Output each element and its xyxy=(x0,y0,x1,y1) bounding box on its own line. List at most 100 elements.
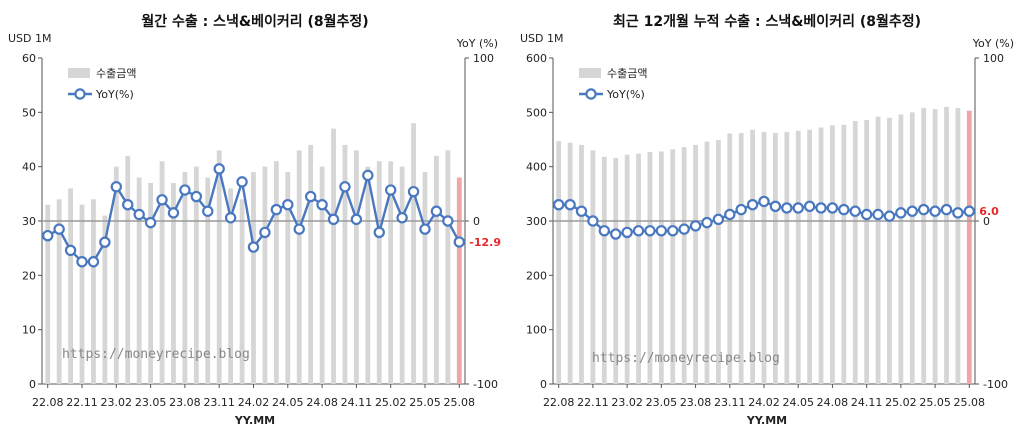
yoy-point-monthly xyxy=(224,212,237,224)
right-tick-label-monthly: 0 xyxy=(473,215,480,228)
x-tick-label-monthly: 23.08 xyxy=(169,396,201,409)
yoy-point-cumulative xyxy=(701,216,713,229)
bar-monthly xyxy=(251,172,256,384)
yoy-point-monthly xyxy=(453,236,465,248)
legend-line-label-cumulative: YoY(%) xyxy=(606,88,645,101)
bar-cumulative xyxy=(636,153,641,384)
bar-cumulative xyxy=(681,147,687,384)
x-tick-label-cumulative: 22.08 xyxy=(543,396,575,409)
left-tick-label-cumulative: 0 xyxy=(540,378,547,391)
yoy-point-monthly xyxy=(442,215,454,227)
bar-monthly xyxy=(445,150,451,384)
x-tick-label-cumulative: 25.02 xyxy=(885,396,917,409)
bar-monthly xyxy=(182,172,188,384)
bar-cumulative xyxy=(807,129,813,384)
bar-cumulative xyxy=(624,154,630,384)
yoy-point-cumulative xyxy=(849,205,861,217)
bar-monthly xyxy=(136,177,142,384)
x-tick-label-cumulative: 24.11 xyxy=(851,396,883,409)
bar-monthly xyxy=(273,161,279,384)
bar-cumulative xyxy=(830,125,835,384)
bar-cumulative xyxy=(556,141,562,384)
x-tick-label-cumulative: 24.02 xyxy=(748,396,780,409)
left-tick-label-monthly: 50 xyxy=(22,106,36,119)
yoy-point-monthly xyxy=(293,223,305,235)
yoy-point-cumulative xyxy=(610,228,622,240)
yoy-point-cumulative xyxy=(940,203,953,216)
x-axis-label-monthly: YY.MM xyxy=(234,414,275,427)
yoy-point-cumulative xyxy=(929,205,941,217)
legend-bar-label-monthly: 수출금액 xyxy=(96,67,136,80)
last-value-label-monthly: -12.9 xyxy=(469,236,501,249)
left-axis-unit-monthly: USD 1M xyxy=(8,32,52,45)
yoy-point-cumulative xyxy=(712,213,725,226)
bar-cumulative xyxy=(944,106,949,385)
x-tick-label-monthly: 24.02 xyxy=(238,396,270,409)
x-axis-label-cumulative: YY.MM xyxy=(746,414,787,427)
bar-monthly xyxy=(125,155,131,384)
bar-cumulative xyxy=(761,131,767,384)
yoy-point-cumulative xyxy=(906,205,918,217)
yoy-point-cumulative xyxy=(575,205,588,217)
yoy-point-cumulative xyxy=(678,223,690,235)
bar-monthly xyxy=(456,177,462,384)
bar-cumulative xyxy=(909,112,915,384)
bar-monthly xyxy=(308,144,314,384)
bar-cumulative xyxy=(864,119,870,384)
left-tick-label-cumulative: 100 xyxy=(526,324,547,337)
bar-monthly xyxy=(411,123,416,384)
left-tick-label-monthly: 60 xyxy=(22,52,36,65)
yoy-point-monthly xyxy=(259,226,271,239)
yoy-point-monthly xyxy=(64,244,77,257)
bar-monthly xyxy=(68,188,73,384)
bar-monthly xyxy=(228,188,234,384)
right-tick-label-cumulative: 100 xyxy=(983,52,1004,65)
x-tick-label-monthly: 23.11 xyxy=(203,396,235,409)
bar-monthly xyxy=(365,166,371,384)
bar-monthly xyxy=(45,204,51,384)
yoy-point-cumulative xyxy=(598,225,611,237)
x-tick-label-monthly: 25.05 xyxy=(409,396,441,409)
bar-monthly xyxy=(102,215,108,384)
left-tick-label-monthly: 0 xyxy=(29,378,36,391)
yoy-point-monthly xyxy=(236,176,248,188)
bar-monthly xyxy=(79,204,85,384)
left-tick-label-monthly: 40 xyxy=(22,161,36,174)
bar-cumulative xyxy=(773,132,778,384)
bar-cumulative xyxy=(784,131,790,384)
bar-cumulative xyxy=(670,149,676,384)
right-tick-label-cumulative: 0 xyxy=(983,215,990,228)
yoy-point-cumulative xyxy=(632,225,645,237)
yoy-point-cumulative xyxy=(952,207,964,219)
bar-monthly xyxy=(171,182,176,384)
legend-line-label-monthly: YoY(%) xyxy=(95,88,134,101)
left-tick-label-cumulative: 600 xyxy=(526,52,547,65)
right-axis-unit-cumulative: YoY (%) xyxy=(972,37,1014,50)
left-tick-label-cumulative: 400 xyxy=(526,161,547,174)
x-tick-label-cumulative: 23.11 xyxy=(714,396,746,409)
bar-cumulative xyxy=(887,117,892,385)
bar-monthly xyxy=(331,128,336,384)
bar-cumulative xyxy=(966,110,972,384)
yoy-point-monthly xyxy=(350,213,363,226)
right-axis-unit-monthly: YoY (%) xyxy=(456,37,498,50)
yoy-point-cumulative xyxy=(781,202,793,214)
bar-monthly xyxy=(388,161,394,384)
x-tick-label-cumulative: 25.08 xyxy=(954,396,986,409)
bar-cumulative xyxy=(715,140,721,384)
x-tick-label-cumulative: 25.05 xyxy=(919,396,951,409)
yoy-point-monthly xyxy=(144,216,157,229)
yoy-point-monthly xyxy=(110,181,123,193)
chart-title-cumulative: 최근 12개월 누적 수출 : 스낵&베이커리 (8월추정) xyxy=(613,13,921,30)
bar-cumulative xyxy=(704,141,710,384)
left-tick-label-cumulative: 300 xyxy=(526,215,547,228)
bar-monthly xyxy=(434,155,439,384)
bar-monthly xyxy=(216,150,222,384)
legend-bar-label-cumulative: 수출금액 xyxy=(607,67,647,80)
yoy-point-monthly xyxy=(87,256,100,268)
bar-cumulative xyxy=(750,129,755,384)
legend-bar-swatch-monthly xyxy=(68,68,90,78)
x-tick-label-monthly: 22.08 xyxy=(32,396,64,409)
bar-cumulative xyxy=(932,109,938,384)
